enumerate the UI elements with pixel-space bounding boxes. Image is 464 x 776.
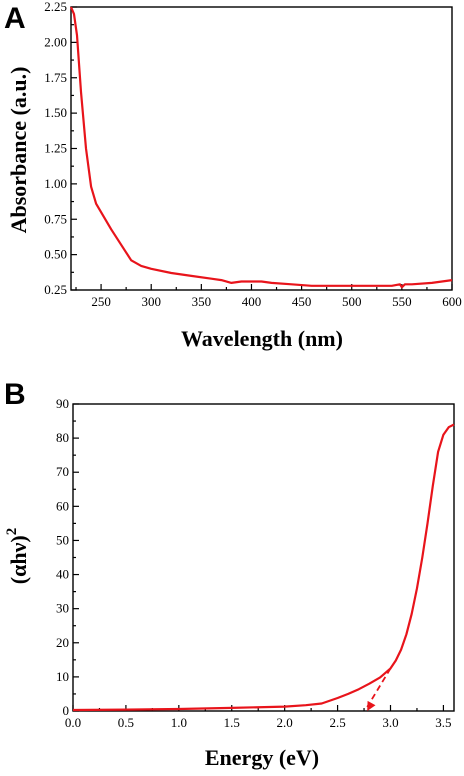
panel-a-y-tick-label: 1.50 <box>44 105 67 120</box>
panel-b-series-line <box>72 423 455 712</box>
panel-a-x-tick-label: 500 <box>342 294 362 309</box>
panel-b-y-axis-title: (αhν)2 <box>4 528 31 585</box>
panel-b-x-tick-label: 3.0 <box>382 715 398 730</box>
panel-b-y-tick-label: 60 <box>56 498 69 513</box>
panel-b-x-tick-label: 3.5 <box>435 715 451 730</box>
panel-a-x-tick-label: 300 <box>141 294 161 309</box>
panel-a-x-tick-label: 350 <box>192 294 212 309</box>
panel-b-x-tick-label: 2.5 <box>329 715 345 730</box>
panel-b: B 0 10 20 30 40 50 60 70 80 90 0.0 0.5 1.0 1.5 2.0 2.5 3… <box>4 378 455 770</box>
panel-a-y-tick-label: 0.75 <box>44 211 67 226</box>
panel-a-y-tick-label: 2.00 <box>44 34 67 49</box>
panel-b-y-tick-label: 40 <box>56 567 69 582</box>
panel-a-y-tick-label: 0.25 <box>44 282 67 297</box>
panel-b-plot-frame <box>72 403 455 712</box>
panel-b-x-tick-label: 0.0 <box>65 715 81 730</box>
panel-a-y-tick-label: 1.75 <box>44 70 67 85</box>
panel-b-x-tick-label: 1.0 <box>171 715 187 730</box>
panel-a-y-tick-label: 1.00 <box>44 176 67 191</box>
panel-b-x-tick-label: 0.5 <box>118 715 134 730</box>
panel-b-y-tick-label: 10 <box>56 669 69 684</box>
panel-a-x-tick-label: 450 <box>292 294 312 309</box>
panel-a-y-axis-title: Absorbance (a.u.) <box>6 67 31 234</box>
panel-a-x-tick-label: 250 <box>91 294 111 309</box>
panel-a-plot-frame <box>70 6 453 291</box>
panel-a-x-tick-label: 550 <box>392 294 412 309</box>
panel-b-y-tick-label: 70 <box>56 464 69 479</box>
panel-a-y-tick-label: 0.50 <box>44 247 67 262</box>
panel-b-extrapolation-arrowhead <box>367 700 376 711</box>
panel-a-label: A <box>4 2 26 35</box>
panel-b-y-tick-label: 0 <box>63 703 70 718</box>
panel-b-y-axis-title-superscript: 2 <box>4 528 20 536</box>
panel-b-y-tick-label: 20 <box>56 635 69 650</box>
panel-b-y-tick-label: 90 <box>56 396 69 411</box>
panel-b-y-tick-label: 50 <box>56 532 69 547</box>
panel-a: A 0.25 0.50 0.75 1.00 1.25 1.50 1.75 2.00 2.25 25… <box>4 0 462 351</box>
panel-b-y-axis-title-base: (αhν) <box>6 535 31 584</box>
panel-b-x-tick-label: 1.5 <box>224 715 240 730</box>
panel-b-y-tick-label: 30 <box>56 601 69 616</box>
panel-b-y-tick-label: 80 <box>56 430 69 445</box>
panel-a-y-tick-label: 2.25 <box>44 0 67 14</box>
panel-b-x-axis-title: Energy (eV) <box>205 745 319 770</box>
panel-b-extrapolation-line <box>366 667 392 708</box>
panel-a-x-axis-title: Wavelength (nm) <box>181 326 343 351</box>
panel-b-label: B <box>4 378 26 411</box>
panel-a-series-line <box>69 6 453 289</box>
panel-a-y-tick-label: 1.25 <box>44 141 67 156</box>
panel-a-x-tick-label: 600 <box>442 294 462 309</box>
panel-a-x-tick-label: 400 <box>242 294 262 309</box>
panel-b-x-tick-label: 2.0 <box>277 715 293 730</box>
